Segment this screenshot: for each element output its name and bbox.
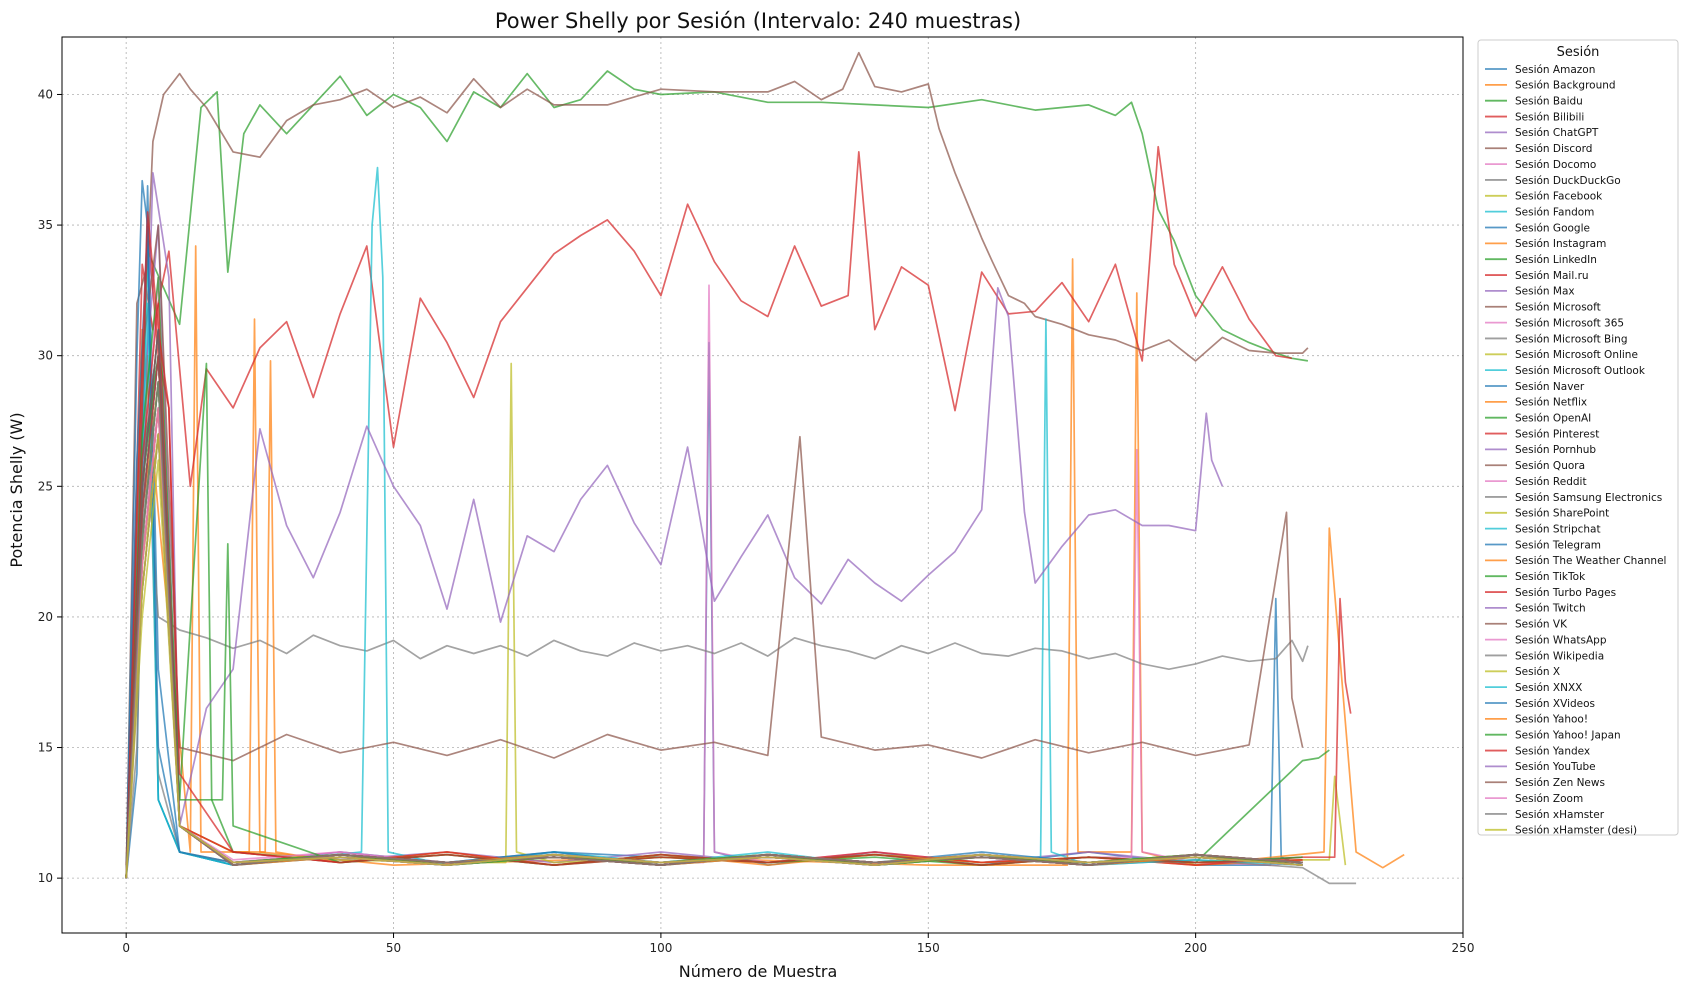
legend-entry-label: Sesión Fandom [1515, 206, 1594, 218]
x-tick-label: 150 [917, 941, 940, 955]
legend-entry-label: Sesión Docomo [1515, 159, 1596, 171]
legend-entry-label: Sesión Samsung Electronics [1515, 492, 1662, 504]
series-line [125, 245, 1405, 869]
y-tick-label: 25 [38, 479, 53, 493]
legend-entry-label: Sesión XNXX [1515, 682, 1582, 694]
legend-entry-label: Sesión OpenAI [1515, 413, 1591, 425]
legend-entry-label: Sesión Reddit [1515, 476, 1587, 488]
legend-entry-label: Sesión Telegram [1515, 539, 1601, 551]
x-tick-label: 50 [386, 941, 401, 955]
legend-entry-label: Sesión Facebook [1515, 191, 1603, 203]
legend-entries: Sesión Amazon Sesión Background Sesión Bai… [1485, 64, 1666, 837]
legend-entry-label: Sesión The Weather Channel [1515, 555, 1666, 567]
y-tick-label: 30 [38, 349, 53, 363]
grid [62, 37, 1464, 933]
series-line [125, 211, 1303, 879]
series-line [125, 433, 1303, 879]
x-tick-label: 100 [649, 941, 672, 955]
legend-entry-label: Sesión TikTok [1515, 571, 1586, 583]
x-axis-title: Número de Muestra [679, 962, 838, 981]
series-line [125, 224, 1304, 879]
series-line [125, 70, 1309, 879]
legend-entry-label: Sesión Microsoft Bing [1515, 333, 1628, 345]
series-line [125, 51, 1309, 879]
series-line [125, 145, 1293, 879]
legend-entry-label: Sesión Instagram [1515, 238, 1606, 250]
legend-entry-label: Sesión DuckDuckGo [1515, 175, 1621, 187]
legend-entry-label: Sesión Netflix [1515, 397, 1587, 409]
legend-entry-label: Sesión YouTube [1515, 761, 1596, 773]
legend-box [1477, 39, 1679, 836]
legend-entry-label: Sesión Naver [1515, 381, 1585, 393]
legend-entry-label: Sesión Baidu [1515, 96, 1583, 108]
legend-entry-label: Sesión Wikipedia [1515, 650, 1604, 662]
legend-entry-label: Sesión Quora [1515, 460, 1585, 472]
legend-entry-label: Sesión Microsoft 365 [1515, 317, 1624, 329]
y-tick-label: 10 [38, 871, 53, 885]
legend-entry-label: Sesión Bilibili [1515, 111, 1584, 123]
legend-entry-label: Sesión Amazon [1515, 64, 1595, 76]
legend-entry-label: Sesión Turbo Pages [1515, 587, 1616, 599]
legend-entry-label: Sesión Yahoo! [1515, 714, 1588, 726]
x-tick-label: 200 [1184, 941, 1207, 955]
legend-entry-label: Sesión Zen News [1515, 777, 1605, 789]
legend-entry-label: Sesión Mail.ru [1515, 270, 1589, 282]
legend-entry-label: Sesión Pinterest [1515, 428, 1599, 440]
legend-entry-label: Sesión Pornhub [1515, 444, 1596, 456]
legend-entry-label: Sesión Twitch [1515, 603, 1586, 615]
legend-entry-label: Sesión SharePoint [1515, 508, 1609, 520]
legend-entry-label: Sesión xHamster (desi) [1515, 825, 1637, 837]
legend-entry-label: Sesión Background [1515, 80, 1616, 92]
legend-entry-label: Sesión X [1515, 666, 1560, 678]
y-tick-label: 20 [38, 610, 53, 624]
legend-entry-label: Sesión LinkedIn [1515, 254, 1597, 266]
y-tick-label: 15 [38, 741, 53, 755]
legend-entry-label: Sesión Stripchat [1515, 523, 1601, 535]
legend-entry-label: Sesión Microsoft Outlook [1515, 365, 1646, 377]
legend-entry-label: Sesión WhatsApp [1515, 634, 1607, 646]
legend-entry-label: Sesión Microsoft Online [1515, 349, 1638, 361]
chart-title: Power Shelly por Sesión (Intervalo: 240 … [495, 9, 1021, 33]
series-line [125, 459, 1309, 879]
x-tick-label: 0 [122, 941, 130, 955]
legend-entry-label: Sesión Zoom [1515, 793, 1583, 805]
legend-entry-label: Sesión VK [1515, 619, 1568, 631]
series-line [125, 380, 1303, 879]
series-line [125, 171, 1224, 879]
legend-entry-label: Sesión Discord [1515, 143, 1592, 155]
plot-frame [61, 36, 1464, 934]
y-tick-label: 40 [38, 87, 53, 101]
x-tick-label: 250 [1452, 941, 1475, 955]
legend-entry-label: Sesión xHamster [1515, 809, 1605, 821]
legend-entry-label: Sesión Microsoft [1515, 302, 1601, 314]
y-tick-label: 35 [38, 218, 53, 232]
legend-entry-label: Sesión Google [1515, 222, 1590, 234]
series-lines [125, 51, 1405, 885]
axis-ticks: 0 50 100 150 200 250 10 15 20 25 30 35 40 [38, 87, 1475, 955]
y-axis-title: Potencia Shelly (W) [7, 412, 26, 567]
legend-entry-label: Sesión ChatGPT [1515, 127, 1599, 139]
legend-title: Sesión [1557, 45, 1600, 60]
legend-entry-label: Sesión XVideos [1515, 698, 1595, 710]
legend-entry-label: Sesión Yandex [1515, 745, 1590, 757]
legend-entry-label: Sesión Yahoo! Japan [1515, 730, 1621, 742]
legend-entry-label: Sesión Max [1515, 286, 1575, 298]
